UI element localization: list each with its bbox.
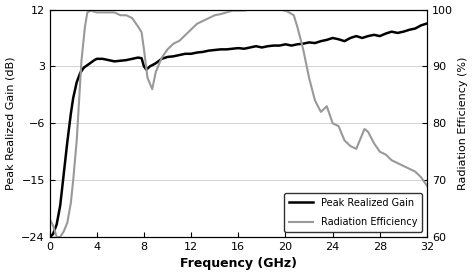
Peak Realized Gain xyxy=(144,68,149,71)
Radiation Efficiency xyxy=(336,124,341,128)
Radiation Efficiency xyxy=(347,144,353,148)
Radiation Efficiency xyxy=(54,235,60,239)
Line: Radiation Efficiency: Radiation Efficiency xyxy=(50,10,427,237)
Peak Realized Gain xyxy=(383,32,389,35)
Y-axis label: Peak Realized Gain (dB): Peak Realized Gain (dB) xyxy=(6,57,16,190)
Peak Realized Gain xyxy=(47,235,53,239)
Peak Realized Gain xyxy=(212,48,218,52)
Peak Realized Gain xyxy=(424,22,430,25)
Radiation Efficiency xyxy=(354,147,359,150)
Peak Realized Gain xyxy=(365,34,371,38)
Radiation Efficiency xyxy=(70,179,76,182)
Radiation Efficiency xyxy=(389,159,394,162)
X-axis label: Frequency (GHz): Frequency (GHz) xyxy=(180,258,297,270)
Peak Realized Gain xyxy=(106,59,111,62)
Radiation Efficiency xyxy=(424,184,430,187)
Radiation Efficiency xyxy=(247,8,253,11)
Legend: Peak Realized Gain, Radiation Efficiency: Peak Realized Gain, Radiation Efficiency xyxy=(284,193,422,232)
Radiation Efficiency xyxy=(47,218,53,222)
Y-axis label: Radiation Efficiency (%): Radiation Efficiency (%) xyxy=(458,57,468,190)
Peak Realized Gain xyxy=(354,34,359,38)
Radiation Efficiency xyxy=(362,127,367,131)
Line: Peak Realized Gain: Peak Realized Gain xyxy=(50,23,427,237)
